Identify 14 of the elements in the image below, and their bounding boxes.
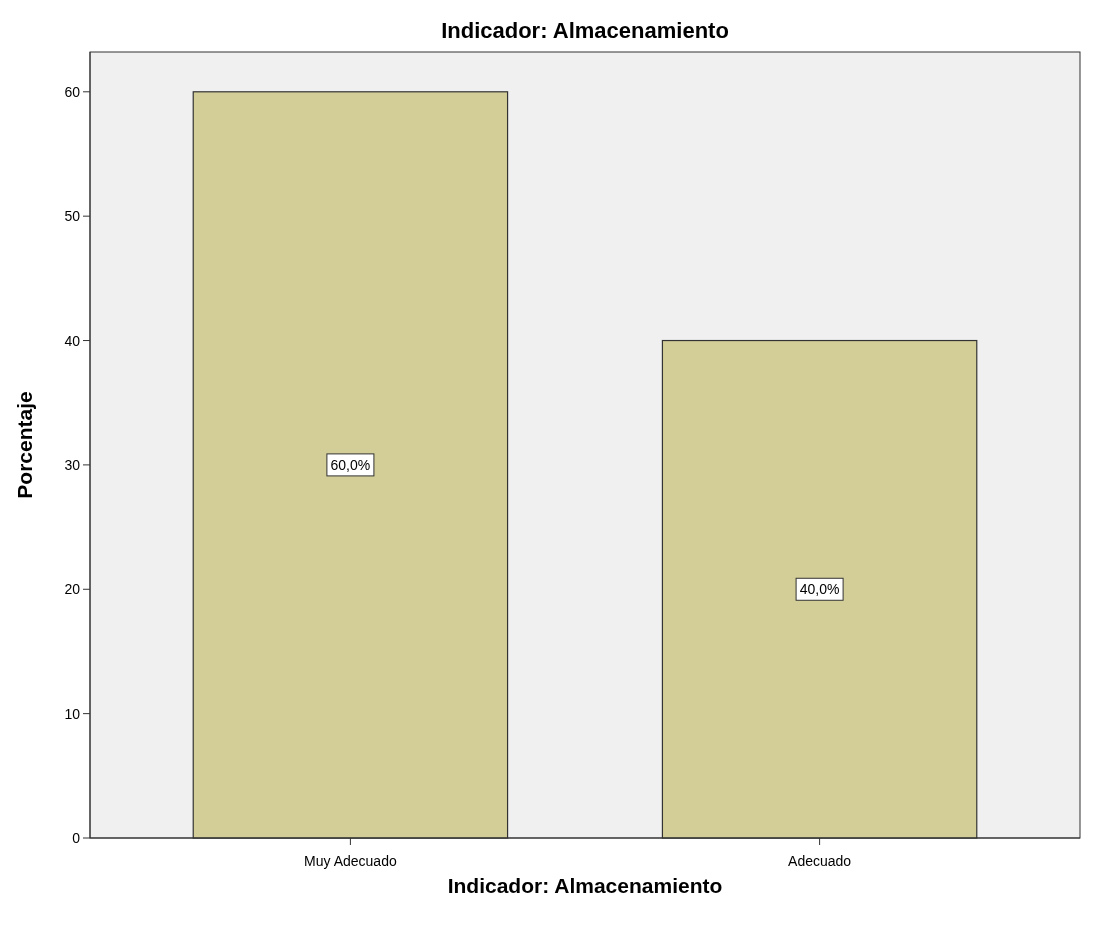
y-tick-label: 60: [64, 83, 81, 100]
y-axis-title: Porcentaje: [13, 391, 36, 499]
y-tick-label: 50: [64, 208, 81, 225]
y-tick-label: 0: [72, 830, 81, 846]
x-axis-title: Indicador: Almacenamiento: [447, 874, 723, 897]
data-label: 40,0%: [799, 581, 840, 598]
x-tick-label: Adecuado: [788, 853, 852, 869]
x-tick-label: Muy Adecuado: [304, 853, 397, 869]
chart-title: Indicador: Almacenamiento: [441, 18, 729, 43]
y-tick-label: 40: [64, 332, 81, 349]
data-label: 60,0%: [330, 456, 371, 473]
y-tick-label: 30: [64, 456, 81, 473]
y-tick-label: 10: [64, 705, 81, 722]
y-tick-label: 20: [64, 581, 81, 598]
